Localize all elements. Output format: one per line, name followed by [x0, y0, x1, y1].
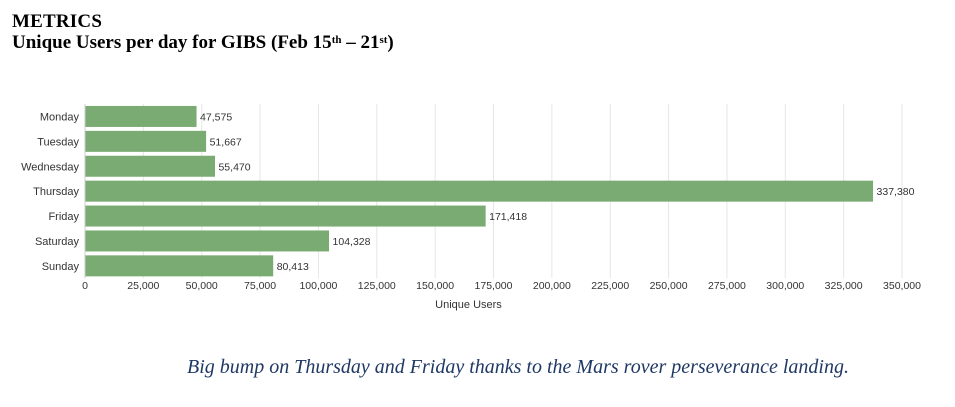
chart-caption: Big bump on Thursday and Friday thanks t… — [187, 356, 849, 378]
bar-thursday — [85, 180, 874, 202]
bar-monday — [85, 105, 197, 127]
x-tick-label: 200,000 — [533, 280, 571, 292]
subtitle-sup-th: th — [331, 34, 342, 46]
value-label: 337,380 — [877, 186, 915, 198]
subtitle-mid: – 21 — [341, 32, 380, 53]
x-tick-label: 175,000 — [475, 280, 513, 292]
x-tick-label: 50,000 — [186, 280, 218, 292]
bar-layer — [85, 105, 874, 277]
x-tick-label: 150,000 — [416, 280, 454, 292]
bar-friday — [85, 205, 486, 227]
value-label: 104,328 — [333, 236, 371, 248]
value-label: 80,413 — [277, 261, 309, 273]
page-title: METRICS — [12, 11, 103, 32]
x-tick-label: 300,000 — [766, 280, 804, 292]
subtitle-sup-st: st — [379, 34, 388, 46]
x-tick-label: 75,000 — [244, 280, 276, 292]
bar-chart: Monday 47,575 Tuesday 51,667 Wednesday 55,470… — [21, 104, 921, 311]
category-label: Thursday — [33, 186, 79, 198]
value-label: 55,470 — [218, 161, 250, 173]
category-label: Tuesday — [37, 136, 79, 148]
value-label: 47,575 — [200, 111, 232, 123]
bar-wednesday — [85, 155, 215, 177]
x-tick-label: 250,000 — [650, 280, 688, 292]
bar-tuesday — [85, 130, 207, 152]
x-tick-label: 225,000 — [591, 280, 629, 292]
label-layer: Monday 47,575 Tuesday 51,667 Wednesday 55,470… — [21, 111, 915, 272]
category-label: Saturday — [35, 236, 80, 248]
page-heading: METRICS Unique Users per day for GIBS (F… — [12, 12, 394, 54]
x-tick-label: 275,000 — [708, 280, 746, 292]
category-label: Monday — [40, 111, 80, 123]
x-tick-label: 350,000 — [883, 280, 921, 292]
x-tick-label: 325,000 — [825, 280, 863, 292]
chart-title: Unique Users per day for GIBS (Feb 15th … — [12, 32, 394, 54]
x-tick-label: 125,000 — [358, 280, 396, 292]
subtitle-prefix: Unique Users per day for GIBS (Feb 15 — [12, 32, 332, 53]
value-label: 51,667 — [210, 136, 242, 148]
category-label: Wednesday — [21, 161, 79, 173]
bar-sunday — [85, 255, 274, 277]
category-label: Sunday — [42, 261, 80, 273]
x-tick-label: 100,000 — [299, 280, 337, 292]
x-tick-label: 0 — [82, 280, 88, 292]
bar-saturday — [85, 230, 330, 252]
x-axis-label: Unique Users — [435, 299, 502, 311]
x-tick-label: 25,000 — [127, 280, 159, 292]
subtitle-suffix: ) — [387, 32, 394, 53]
axis-layer: 0 25,000 50,000 75,000 100,000 125,000 150,000… — [82, 104, 921, 311]
category-label: Friday — [48, 211, 79, 223]
value-label: 171,418 — [489, 211, 527, 223]
